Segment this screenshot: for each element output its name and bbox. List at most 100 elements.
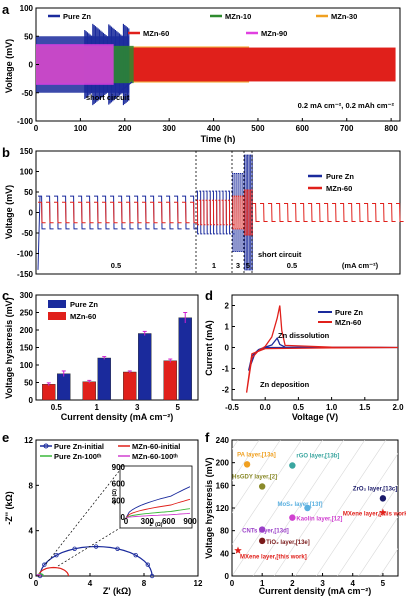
y-tick-label-c: 0 [29, 396, 34, 405]
short-circuit-annotation-a: short circuit [86, 93, 130, 102]
point-marker [258, 537, 266, 545]
cv-curve-pure-zn [247, 336, 399, 371]
y-tick-label-a: 100 [20, 4, 34, 13]
inset-x-tick-label: 900 [183, 517, 197, 526]
y-axis-label-a: Voltage (mV) [4, 39, 14, 93]
point-label: CNTs layer,[13d] [242, 529, 289, 535]
point-marker [289, 462, 296, 469]
x-tick-label-a: 200 [118, 124, 132, 133]
inset-curve [125, 486, 191, 519]
inset-curve [125, 512, 191, 519]
ticks-e: 0 4 8 12 0 4 8 12 [24, 436, 203, 588]
y-tick-label-b: 100 [20, 168, 34, 177]
nyquist-marker [145, 562, 151, 567]
ticks-b: -150 -100 -50 0 50 100 150 [17, 147, 39, 279]
chart-panel-d: -0.5 0.0 0.5 1.0 1.5 2.0 -2 -1 0 1 2 Voltage (V) C… [204, 294, 404, 422]
diagonal-guides-f [232, 440, 398, 576]
x-tick-label-f: 2 [290, 579, 295, 588]
x-tick-label-a: 300 [162, 124, 176, 133]
y-tick-label-d: 0 [225, 344, 230, 353]
nyquist-curve [38, 566, 69, 577]
inset-x-tick-label: 0 [124, 517, 129, 526]
bar-pure-zn [97, 357, 111, 401]
point-marker [258, 483, 266, 490]
inset-y-label: -Z'' (Ω) [112, 489, 118, 505]
current-label-1: 1 [212, 261, 216, 270]
y-tick-label-c: 150 [20, 344, 34, 353]
inset-curve [125, 498, 191, 519]
y-tick-label-f: 80 [220, 527, 229, 536]
x-tick-label-a: 800 [384, 124, 398, 133]
inset-curves: 0 300 600 900 0 300 600 900 [112, 463, 198, 526]
point-label: TiO₂ layer,[13e] [266, 540, 310, 546]
nyquist-marker [54, 552, 59, 558]
unit-label-b: (mA cm⁻²) [342, 261, 379, 270]
y-axis-label-b: Voltage (mV) [4, 185, 14, 239]
legend-label-mzn-initial: MZn-60-initial [132, 442, 180, 451]
x-tick-label-f: 5 [381, 579, 386, 588]
legend-label-mzn60-c: MZn-60 [70, 312, 96, 321]
legend-label-mzn10-a: MZn-10 [225, 12, 251, 21]
y-tick-label-d: 2 [225, 302, 230, 311]
x-axis-label-e: Z' (kΩ) [103, 586, 131, 596]
short-circuit-arrow-a [117, 81, 133, 94]
x-tick-label-d: 0.0 [260, 403, 272, 412]
bar-pure-zn [57, 373, 71, 401]
trace-mzn60-b [38, 189, 404, 236]
nyquist-marker [133, 552, 138, 558]
panel-letter-c: c [2, 288, 9, 303]
legend-label-pure-initial: Pure Zn-initial [54, 442, 104, 451]
panel-letter-b: b [2, 145, 10, 160]
x-tick-label-e: 12 [194, 579, 203, 588]
x-tick-label-f: 1 [260, 579, 265, 588]
legend-label-mzn60-a: MZn-60 [143, 29, 169, 38]
y-tick-label-a: -50 [21, 89, 33, 98]
legend-e: Pure Zn-initial MZn-60-initial Pure Zn-1… [40, 442, 180, 461]
inset-x-label: Z' (Ω) [150, 522, 163, 528]
chart-panel-b: -150 -100 -50 0 50 100 150 Voltage (mV) Pure Z… [4, 147, 404, 279]
y-tick-label-b: 150 [20, 147, 34, 156]
x-tick-label-d: 0.5 [293, 403, 305, 412]
current-label-0: 0.5 [111, 261, 121, 270]
diagonal-guide [274, 440, 366, 576]
points-f: PA layer,[13a] rGO layer,[13b] HsGDY layer… [232, 452, 406, 560]
y-tick-label-c: 300 [20, 291, 34, 300]
zoom-line-2 [57, 527, 121, 567]
curves-e [36, 544, 155, 579]
x-tick-label-c: 0.5 [51, 403, 63, 412]
inset-x-tick-label: 300 [141, 517, 155, 526]
point-marker [379, 495, 387, 502]
nyquist-curve [39, 545, 153, 577]
point-star [234, 546, 242, 554]
point-label: Kaolin layer,[12] [296, 517, 342, 523]
y-tick-label-f: 120 [216, 504, 230, 513]
trace-band-mzn-90 [36, 44, 114, 85]
point-label: MXene layer,[this work] [240, 555, 307, 561]
diagonal-guide [232, 440, 281, 514]
deposition-annotation: Zn deposition [260, 380, 310, 389]
point-label: ZrO₂ layer,[13c] [353, 486, 397, 492]
point-marker [289, 514, 296, 521]
plot-frame-b [35, 150, 401, 275]
y-axis-label-f: Voltage hysteresis (mV) [204, 457, 214, 558]
y-tick-label-e: 0 [29, 572, 34, 581]
diagonal-guide [232, 440, 323, 576]
point-label: rGO layer,[13b] [296, 454, 339, 460]
x-tick-label-f: 4 [351, 579, 356, 588]
traces-b [37, 154, 404, 271]
panel-letter-f: f [205, 430, 210, 445]
inset-e: 0 300 600 900 0 300 600 900 Z' (Ω) -Z'' (Ω) [45, 463, 198, 567]
panel-letter-e: e [2, 430, 9, 445]
legend-label-mzn30-a: MZn-30 [331, 12, 357, 21]
x-tick-label-d: -0.5 [225, 403, 239, 412]
legend-label-pure-zn-b: Pure Zn [326, 172, 354, 181]
diagonal-guide [316, 453, 398, 576]
x-tick-label-c: 5 [176, 403, 181, 412]
inset-y-tick-label: 900 [112, 463, 126, 472]
bar-pure-zn [138, 333, 152, 401]
y-tick-label-a: 50 [24, 32, 33, 41]
x-tick-label-d: 1.5 [359, 403, 371, 412]
legend-swatch-mzn60-c [48, 312, 66, 320]
chart-panel-e: 0 4 8 12 0 4 8 12 Z' (kΩ) -Z'' (kΩ) Pure Zn-ini… [4, 436, 203, 596]
bar-mzn-60 [82, 381, 96, 401]
